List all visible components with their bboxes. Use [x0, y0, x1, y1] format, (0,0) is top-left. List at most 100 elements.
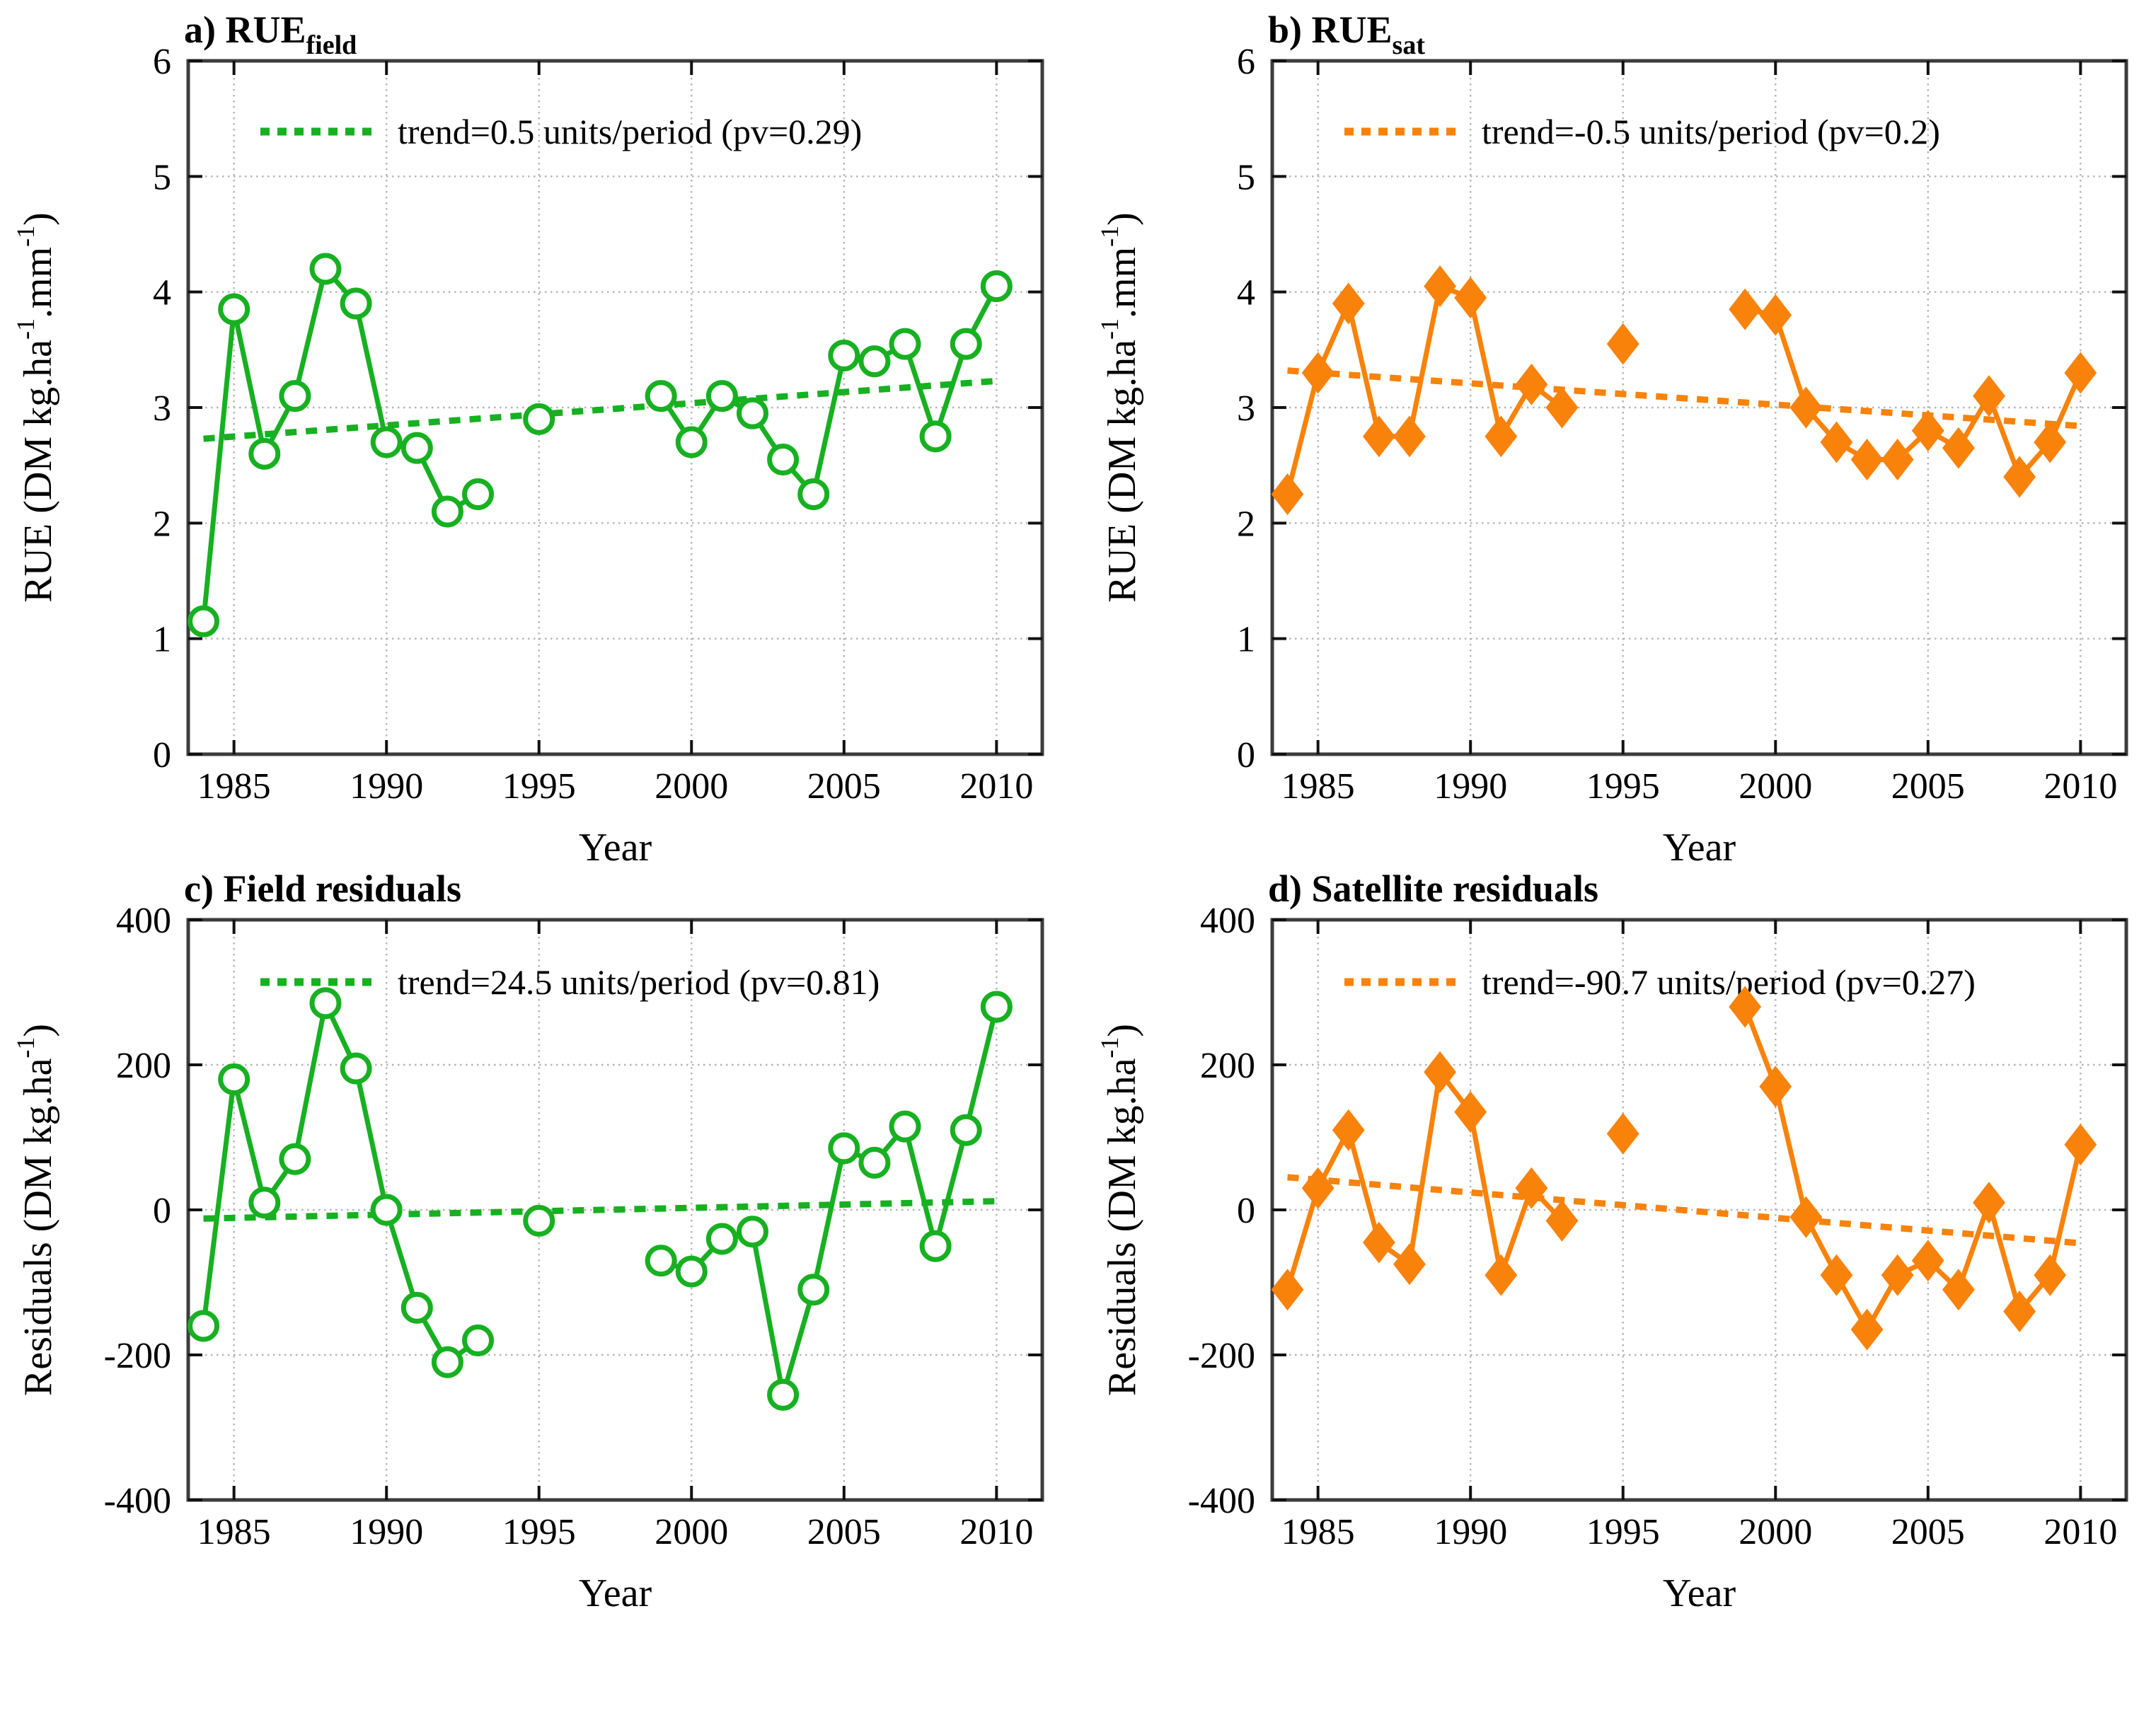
data-point-circle	[950, 1114, 982, 1146]
data-point-circle	[462, 478, 495, 510]
y-axis-label: Residuals (DM kg.ha-1)	[11, 1024, 60, 1396]
data-point-circle	[828, 340, 860, 371]
y-tick-label: 0	[153, 735, 171, 775]
data-point-diamond	[1759, 294, 1792, 336]
y-axis-label: Residuals (DM kg.ha-1)	[1095, 1024, 1144, 1396]
x-tick-label: 2005	[807, 1512, 881, 1552]
data-point-circle	[858, 1146, 891, 1179]
data-point-diamond	[1850, 1308, 1884, 1351]
trend-line	[1287, 367, 2081, 429]
data-point-diamond	[1393, 1243, 1426, 1286]
legend-label: trend=24.5 units/period (pv=0.81)	[398, 962, 880, 1002]
chart-rue-sat: 1985 1990 1995 2000 2005 2010 0 1 2 3 4 5 6 RUE (DM k…	[1095, 8, 2128, 867]
data-point-diamond	[1545, 386, 1579, 429]
x-tick-label: 1985	[197, 766, 271, 807]
data-point-diamond	[1301, 352, 1334, 394]
x-tick-label: 2010	[959, 766, 1033, 807]
y-tick-label: 2	[153, 504, 171, 544]
data-point-diamond	[1850, 439, 1884, 480]
data-point-circle	[705, 1223, 738, 1255]
data-point-diamond	[1973, 1182, 2005, 1224]
data-point-diamond	[1485, 415, 1518, 458]
data-point-circle	[767, 1378, 800, 1411]
panel-field-residuals: 1985 1990 1995 2000 2005 2010 -400 -200 0 200 400 R…	[6, 870, 1067, 1716]
data-point-circle	[797, 1274, 830, 1306]
chart-satellite-residuals: 1985 1990 1995 2000 2005 2010 -400 -200 0 200 400 R…	[1095, 870, 2128, 1615]
panel-title: d) Satellite residuals	[1268, 870, 1598, 910]
data-point-diamond	[1606, 1112, 1639, 1155]
data-point-diamond	[1393, 415, 1426, 458]
x-tick-label: 2000	[655, 1512, 728, 1552]
data-point-circle	[309, 253, 342, 285]
data-point-circle	[919, 1230, 952, 1262]
y-tick-label: 6	[153, 42, 171, 82]
data-point-diamond	[1362, 415, 1395, 458]
x-tick-label: 1995	[1586, 1512, 1660, 1552]
x-tick-label: 1985	[1281, 766, 1355, 807]
data-point-circle	[736, 1216, 768, 1248]
trend-line	[203, 377, 997, 442]
data-point-diamond	[1301, 1167, 1334, 1209]
data-point-circle	[431, 495, 463, 528]
y-tick-label: 400	[1200, 901, 1255, 941]
x-tick-label: 2005	[1891, 766, 1965, 807]
data-point-diamond	[1332, 282, 1365, 325]
y-tick-label: 400	[116, 901, 171, 941]
data-point-diamond	[1424, 265, 1456, 307]
data-point-diamond	[1881, 1254, 1914, 1296]
data-point-diamond	[1485, 1254, 1518, 1296]
x-tick-label: 1990	[350, 1512, 423, 1552]
data-point-circle	[523, 1204, 555, 1237]
data-point-circle	[188, 605, 220, 637]
data-point-diamond	[1362, 1221, 1395, 1264]
x-tick-label: 1990	[350, 766, 423, 807]
y-tick-label: 3	[153, 388, 171, 429]
trend-line	[1287, 1174, 2081, 1247]
data-point-circle	[980, 270, 1013, 302]
data-point-diamond	[1759, 1066, 1792, 1108]
data-point-diamond	[1424, 1051, 1456, 1093]
data-point-diamond	[2064, 352, 2097, 394]
data-point-circle	[248, 437, 281, 470]
y-tick-label: -200	[1188, 1336, 1255, 1376]
data-point-circle	[705, 380, 738, 412]
y-tick-label: 2	[1237, 504, 1255, 544]
y-axis-label: RUE (DM kg.ha-1.mm-1)	[1095, 212, 1144, 603]
data-point-diamond	[1271, 1269, 1304, 1311]
data-point-diamond	[1789, 1196, 1823, 1238]
data-point-diamond	[1271, 473, 1304, 515]
data-point-diamond	[1332, 1109, 1365, 1151]
y-tick-label: 6	[1237, 42, 1255, 82]
legend-label: trend=-90.7 units/period (pv=0.27)	[1482, 962, 1976, 1002]
data-point-circle	[279, 380, 311, 412]
y-tick-label: 0	[1237, 735, 1255, 775]
data-point-diamond	[2003, 456, 2036, 498]
data-point-diamond	[1729, 288, 1762, 330]
series-line	[201, 266, 480, 622]
legend-label: trend=-0.5 units/period (pv=0.2)	[1482, 112, 1940, 151]
x-tick-label: 2005	[1891, 1512, 1965, 1552]
data-point-circle	[431, 1346, 463, 1378]
x-tick-label: 1995	[502, 1512, 576, 1552]
x-tick-label: 2010	[2043, 1512, 2117, 1552]
x-tick-label: 1990	[1434, 766, 1507, 807]
data-point-diamond	[1973, 375, 2005, 417]
data-point-diamond	[2003, 1291, 2036, 1332]
x-tick-label: 1995	[1586, 766, 1660, 807]
data-point-circle	[340, 1052, 372, 1085]
data-point-diamond	[1942, 427, 1975, 469]
x-axis-label: Year	[579, 826, 652, 867]
y-tick-label: 4	[153, 273, 171, 313]
data-point-circle	[370, 426, 403, 458]
data-point-circle	[400, 432, 433, 464]
data-point-diamond	[1942, 1269, 1975, 1311]
data-point-diamond	[2034, 421, 2067, 463]
data-point-circle	[188, 1310, 220, 1342]
data-point-circle	[279, 1143, 311, 1175]
data-point-circle	[645, 380, 677, 412]
data-point-circle	[980, 991, 1013, 1023]
x-tick-label: 1985	[1281, 1512, 1355, 1552]
data-point-circle	[767, 444, 800, 475]
x-tick-label: 1985	[197, 1512, 271, 1552]
